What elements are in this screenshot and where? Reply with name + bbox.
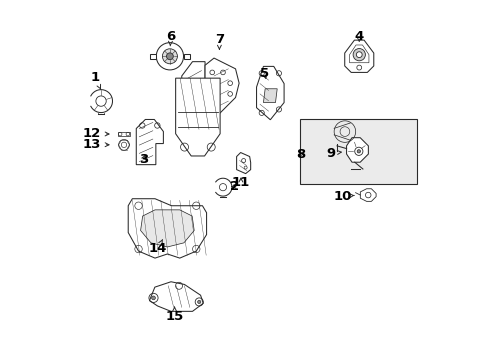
Polygon shape [256, 66, 284, 120]
Polygon shape [150, 54, 155, 59]
Polygon shape [263, 89, 277, 103]
Polygon shape [204, 58, 239, 116]
Text: 9: 9 [325, 147, 341, 159]
Polygon shape [141, 210, 194, 247]
Text: 2: 2 [230, 180, 239, 193]
Text: 12: 12 [82, 127, 109, 140]
Text: 4: 4 [354, 30, 363, 43]
Text: 1: 1 [90, 71, 101, 89]
Circle shape [352, 49, 365, 61]
Polygon shape [346, 138, 367, 162]
Text: 10: 10 [332, 190, 354, 203]
Circle shape [166, 53, 173, 60]
Text: 14: 14 [148, 239, 166, 255]
Text: 7: 7 [214, 32, 224, 49]
Circle shape [119, 139, 129, 150]
Text: 13: 13 [82, 138, 109, 151]
Polygon shape [136, 120, 163, 165]
Polygon shape [344, 40, 373, 72]
Polygon shape [149, 282, 203, 311]
Text: 6: 6 [165, 30, 175, 46]
Polygon shape [360, 189, 375, 201]
Polygon shape [128, 199, 206, 258]
Circle shape [197, 300, 201, 303]
Polygon shape [236, 153, 250, 174]
Circle shape [151, 296, 155, 300]
Text: 11: 11 [231, 176, 249, 189]
Text: 15: 15 [165, 307, 183, 324]
Circle shape [162, 49, 177, 64]
Polygon shape [117, 132, 130, 136]
Polygon shape [175, 78, 220, 156]
Text: 5: 5 [259, 67, 268, 80]
Text: 8: 8 [296, 148, 305, 161]
Bar [300, 119, 416, 184]
Text: 3: 3 [139, 153, 148, 166]
Circle shape [356, 150, 360, 153]
Circle shape [356, 52, 362, 58]
Polygon shape [182, 62, 204, 108]
Polygon shape [184, 54, 189, 59]
